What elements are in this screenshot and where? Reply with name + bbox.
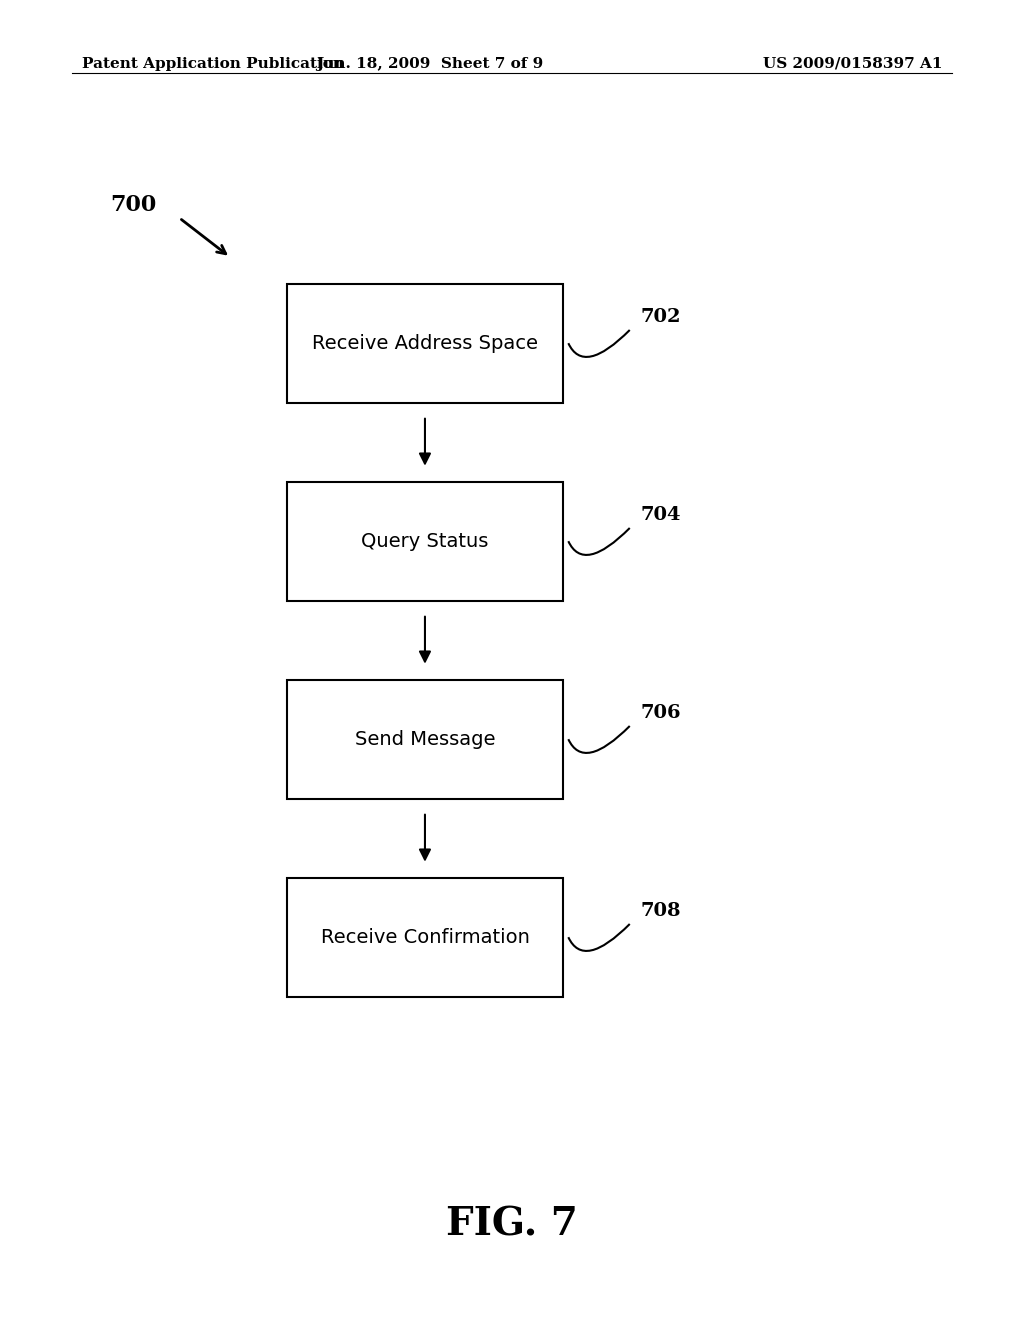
Text: Receive Confirmation: Receive Confirmation [321, 928, 529, 946]
Text: 706: 706 [640, 704, 681, 722]
Text: 700: 700 [110, 194, 157, 215]
Text: Jun. 18, 2009  Sheet 7 of 9: Jun. 18, 2009 Sheet 7 of 9 [316, 57, 544, 71]
Text: Receive Address Space: Receive Address Space [312, 334, 538, 352]
FancyBboxPatch shape [287, 680, 563, 799]
Text: Send Message: Send Message [354, 730, 496, 748]
Text: Patent Application Publication: Patent Application Publication [82, 57, 344, 71]
FancyBboxPatch shape [287, 878, 563, 997]
Text: US 2009/0158397 A1: US 2009/0158397 A1 [763, 57, 942, 71]
FancyBboxPatch shape [287, 284, 563, 403]
Text: FIG. 7: FIG. 7 [446, 1206, 578, 1243]
Text: 708: 708 [640, 902, 681, 920]
FancyBboxPatch shape [287, 482, 563, 601]
Text: 702: 702 [640, 308, 681, 326]
Text: 704: 704 [640, 506, 681, 524]
Text: Query Status: Query Status [361, 532, 488, 550]
